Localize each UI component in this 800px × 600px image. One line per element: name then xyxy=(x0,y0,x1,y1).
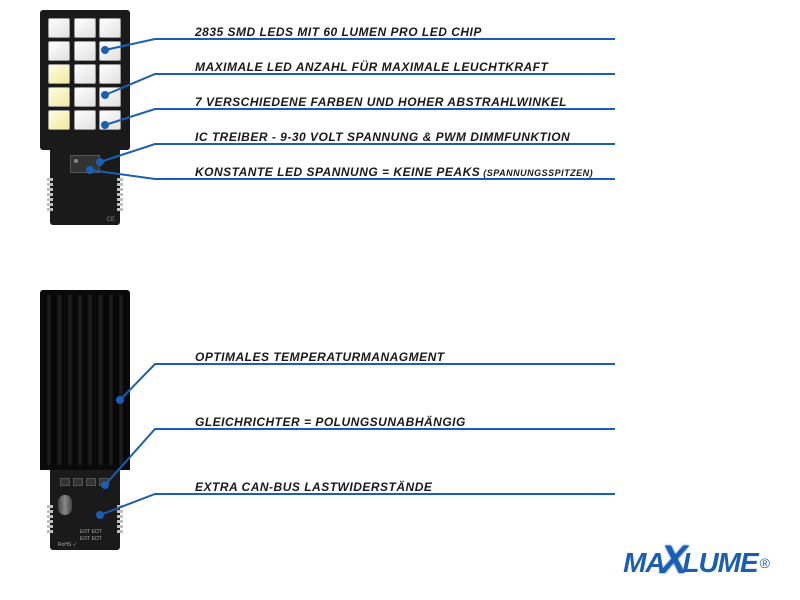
logo-lume: LUME xyxy=(682,547,757,579)
capacitor xyxy=(58,495,72,515)
led-chip xyxy=(74,110,96,130)
led-chip xyxy=(48,87,70,107)
led-chip xyxy=(99,110,121,130)
maxlume-logo: MA X LUME ® xyxy=(623,540,770,585)
led-chip xyxy=(48,110,70,130)
pcb-pins-left xyxy=(47,505,53,533)
pcb-marking: EOT EOT xyxy=(80,536,102,542)
pcb-rohs-label: RoHS ✓ xyxy=(58,542,77,548)
top-callout-1: Maximale LED Anzahl für maximale Leuchtk… xyxy=(195,60,548,74)
led-chip xyxy=(99,64,121,84)
led-chip xyxy=(99,18,121,38)
led-chip xyxy=(74,64,96,84)
pcb-pins-right xyxy=(117,505,123,533)
led-board xyxy=(40,10,130,150)
logo-registered: ® xyxy=(760,555,770,571)
pcb-ce-label: CE xyxy=(107,217,115,223)
logo-ma: MA xyxy=(623,547,665,579)
led-chip xyxy=(48,64,70,84)
top-callout-3: IC Treiber - 9-30 Volt Spannung & PWM Di… xyxy=(195,130,570,144)
led-chip xyxy=(99,87,121,107)
pcb-top: CE xyxy=(50,150,120,225)
pcb-pins-right xyxy=(117,178,123,211)
ic-chip xyxy=(70,155,100,173)
top-callout-0: 2835 SMD LEDs mit 60 Lumen pro LED Chip xyxy=(195,25,482,39)
led-chip xyxy=(74,87,96,107)
led-chip xyxy=(99,41,121,61)
smd-components xyxy=(60,478,109,486)
logo-x: X xyxy=(661,538,687,583)
bottom-callout-2: Extra CAN-Bus Lastwiderstände xyxy=(195,480,432,494)
pcb-bottom: EOT EOT EOT EOT RoHS ✓ xyxy=(50,470,120,550)
pcb-pins-left xyxy=(47,178,53,211)
bottom-callout-1: Gleichrichter = Polungsunabhängig xyxy=(195,415,466,429)
led-chip xyxy=(48,18,70,38)
pcb-marking: EOT EOT xyxy=(80,529,102,535)
product-bottom: EOT EOT EOT EOT RoHS ✓ xyxy=(40,290,130,550)
heatsink xyxy=(40,290,130,470)
led-chip xyxy=(74,41,96,61)
led-grid xyxy=(48,18,122,130)
product-top: CE xyxy=(40,10,130,225)
led-chip xyxy=(48,41,70,61)
bottom-callout-0: Optimales Temperaturmanagment xyxy=(195,350,445,364)
led-chip xyxy=(74,18,96,38)
top-callout-2: 7 verschiedene Farben und hoher Abstrahl… xyxy=(195,95,567,109)
top-callout-4: Konstante LED Spannung = keine Peaks (Sp… xyxy=(195,165,593,179)
